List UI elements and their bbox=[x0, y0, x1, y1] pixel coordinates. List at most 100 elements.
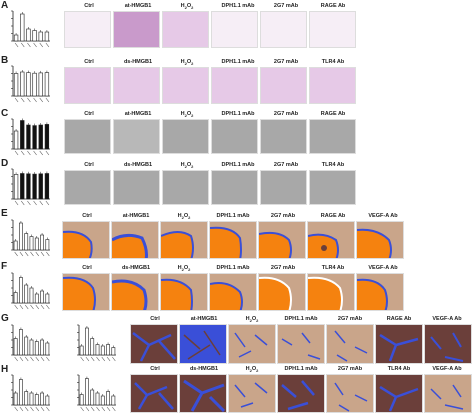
micrograph-e-6 bbox=[307, 221, 355, 259]
header-b-ds-hmgb1: ds-HMGB1 bbox=[123, 59, 153, 65]
chart-a-xlabel-mark-1 bbox=[21, 42, 25, 48]
header-d-ds-hmgb1: ds-HMGB1 bbox=[123, 162, 153, 168]
header-b-ctrl: Ctrl bbox=[84, 59, 94, 65]
micrograph-b-1 bbox=[64, 67, 111, 104]
chart-f-xlabel-mark-0 bbox=[14, 304, 18, 310]
chart-c-bar-5 bbox=[44, 124, 50, 150]
chart-g-1-xlabel-mark-6 bbox=[46, 356, 50, 362]
chart-h-2-xlabel-mark-4 bbox=[101, 406, 106, 412]
header-g-ctrl: Ctrl bbox=[150, 316, 160, 322]
chart-a-xlabel-mark-0 bbox=[14, 42, 19, 48]
panel-label-b: B bbox=[1, 55, 9, 66]
chart-d-bar-1 bbox=[20, 173, 25, 200]
micrograph-c-6 bbox=[309, 119, 356, 154]
micrograph-h-4 bbox=[277, 374, 325, 413]
header-g-vegf: VEGF-A Ab bbox=[432, 316, 462, 322]
chart-g-1 bbox=[11, 324, 50, 362]
chart-a bbox=[11, 10, 50, 48]
chart-f-xlabel-mark-1 bbox=[19, 304, 24, 310]
chart-a-xlabel-mark-2 bbox=[27, 42, 31, 48]
chart-c-bar-1 bbox=[20, 120, 25, 150]
header-c-rage: RAGE Ab bbox=[320, 111, 346, 117]
chart-c-bar-2 bbox=[26, 124, 31, 150]
chart-f-bar-6 bbox=[45, 293, 50, 304]
header-c-dph: DPH1.1 mAb bbox=[221, 111, 255, 117]
micrograph-a-3 bbox=[162, 11, 209, 48]
chart-c-bar-3 bbox=[32, 125, 37, 150]
chart-a-bar-2 bbox=[26, 28, 31, 42]
chart-a-bar-0 bbox=[13, 34, 19, 42]
chart-b-xlabel-mark-2 bbox=[27, 97, 31, 103]
chart-g-1-xlabel-mark-0 bbox=[14, 356, 18, 362]
chart-a-axes bbox=[12, 11, 50, 42]
chart-h-1-bar-4 bbox=[34, 394, 39, 406]
micrograph-f-3 bbox=[160, 273, 208, 311]
header-d-dph: DPH1.1 mAb bbox=[221, 162, 255, 168]
chart-g-1-xlabel-mark-3 bbox=[30, 356, 34, 362]
chart-b-xlabel-mark-0 bbox=[14, 97, 19, 103]
panel-label-g: G bbox=[1, 313, 9, 324]
chart-e-bar-3 bbox=[29, 236, 34, 251]
micrograph-e-3 bbox=[160, 221, 208, 259]
header-h-vegf: VEGF-A Ab bbox=[432, 366, 462, 372]
header-e-h2o2: H2O2 bbox=[177, 213, 191, 221]
chart-d-xlabel-mark-3 bbox=[33, 200, 37, 206]
header-a-h2o2: H2O2 bbox=[180, 3, 194, 11]
micrograph-a-2 bbox=[113, 11, 160, 48]
micrograph-f-1 bbox=[62, 273, 110, 311]
chart-e-bar-0 bbox=[13, 240, 18, 251]
chart-d-xlabel-mark-2 bbox=[27, 200, 31, 206]
header-g-dph: DPH1.1 mAb bbox=[284, 316, 318, 322]
header-f-vegf: VEGF-A Ab bbox=[368, 265, 398, 271]
micrograph-d-2 bbox=[113, 170, 160, 205]
header-f-h2o2: H2O2 bbox=[177, 265, 191, 273]
header-e-at-hmgb1: at-HMGB1 bbox=[122, 213, 150, 219]
chart-e-xlabel-mark-1 bbox=[19, 251, 24, 257]
panel-label-a: A bbox=[1, 0, 9, 11]
chart-c-xlabel-mark-3 bbox=[33, 150, 37, 156]
panel-label-e: E bbox=[1, 208, 8, 219]
chart-d-xlabel-mark-0 bbox=[14, 200, 19, 206]
header-h-2g7: 2G7 mAb bbox=[337, 366, 363, 372]
chart-f-bar-1 bbox=[19, 277, 23, 304]
micrograph-f-5 bbox=[258, 273, 306, 311]
micrograph-e-5 bbox=[258, 221, 306, 259]
micrograph-h-7 bbox=[424, 374, 472, 413]
chart-b-xlabel-mark-3 bbox=[33, 97, 37, 103]
chart-h-2-bar-5 bbox=[106, 391, 110, 406]
chart-a-xlabel-mark-5 bbox=[45, 42, 50, 48]
micrograph-d-5 bbox=[260, 170, 307, 205]
micrograph-f-2 bbox=[111, 273, 159, 311]
chart-g-1-bar-6 bbox=[45, 342, 50, 356]
chart-h-1-bar-6 bbox=[45, 395, 50, 406]
chart-c-xlabel-mark-0 bbox=[14, 150, 19, 156]
chart-c-xlabel-mark-1 bbox=[21, 150, 25, 156]
chart-c bbox=[11, 118, 50, 156]
chart-h-2 bbox=[77, 374, 116, 412]
chart-b-bar-4 bbox=[38, 72, 43, 97]
chart-g-2-xlabel-mark-4 bbox=[101, 356, 106, 362]
chart-h-1-bar-2 bbox=[24, 391, 29, 406]
chart-f-bar-4 bbox=[34, 293, 39, 304]
header-h-ds-hmgb1: ds-HMGB1 bbox=[189, 366, 219, 372]
header-f-ctrl: Ctrl bbox=[82, 265, 92, 271]
micrograph-g-3 bbox=[228, 324, 276, 364]
micrograph-b-2 bbox=[113, 67, 160, 104]
chart-b-bar-0 bbox=[13, 73, 19, 97]
chart-d-bar-3 bbox=[32, 173, 37, 200]
micrograph-g-1 bbox=[130, 324, 178, 364]
micrograph-c-5 bbox=[260, 119, 307, 154]
header-g-at-hmgb1: at-HMGB1 bbox=[190, 316, 218, 322]
header-a-dph: DPH1.1 mAb bbox=[221, 3, 255, 9]
chart-g-2-bar-1 bbox=[85, 327, 89, 356]
header-b-tlr4: TLR4 Ab bbox=[321, 59, 345, 65]
chart-b-bar-5 bbox=[44, 72, 50, 97]
chart-h-2-bar-1 bbox=[85, 378, 89, 406]
header-d-ctrl: Ctrl bbox=[84, 162, 94, 168]
micrograph-b-5 bbox=[260, 67, 307, 104]
chart-h-2-bar-6 bbox=[111, 395, 116, 406]
chart-f-xlabel-mark-3 bbox=[30, 304, 34, 310]
chart-a-bar-3 bbox=[32, 30, 37, 42]
chart-g-2-xlabel-mark-0 bbox=[80, 356, 84, 362]
chart-g-2-bar-5 bbox=[106, 344, 110, 356]
